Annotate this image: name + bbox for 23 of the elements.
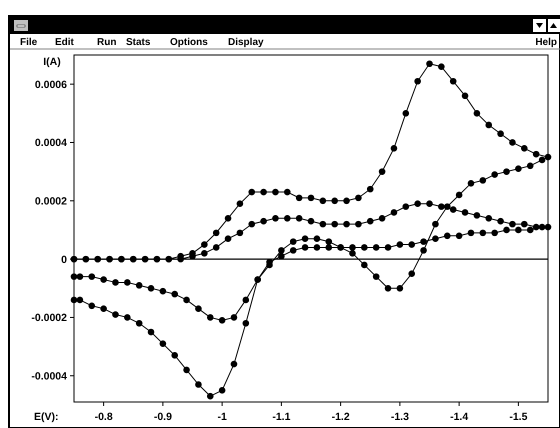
text: Display	[228, 37, 264, 48]
x-tick-label: -0.9	[154, 411, 172, 423]
y-tick-label: -0.0002	[31, 312, 68, 324]
y-tick-label: 0.0002	[34, 195, 68, 208]
y-tick-label: 0	[61, 254, 68, 266]
y-axis-title: I(A)	[43, 56, 61, 68]
x-tick-label: -1.3	[390, 411, 410, 423]
text: Run	[97, 37, 116, 48]
text: Help	[535, 37, 557, 48]
x-tick-label: -1.4	[450, 411, 468, 423]
x-tick-label: -1.2	[332, 411, 350, 423]
text: Stats	[126, 37, 151, 48]
x-tick-label: -1.5	[509, 411, 528, 423]
x-tick-label: -1	[217, 411, 227, 423]
text: Edit	[55, 37, 75, 48]
y-tick-label: -0.0004	[31, 370, 68, 382]
y-tick-label: 0.0004	[34, 137, 68, 150]
text: File	[20, 37, 38, 48]
x-tick-label: -1.1	[272, 411, 291, 423]
text: Options	[170, 37, 208, 48]
x-axis-title: E(V):	[34, 411, 58, 423]
x-tick-label: -0.8	[94, 411, 113, 423]
y-tick-label: 0.0006	[34, 78, 68, 91]
